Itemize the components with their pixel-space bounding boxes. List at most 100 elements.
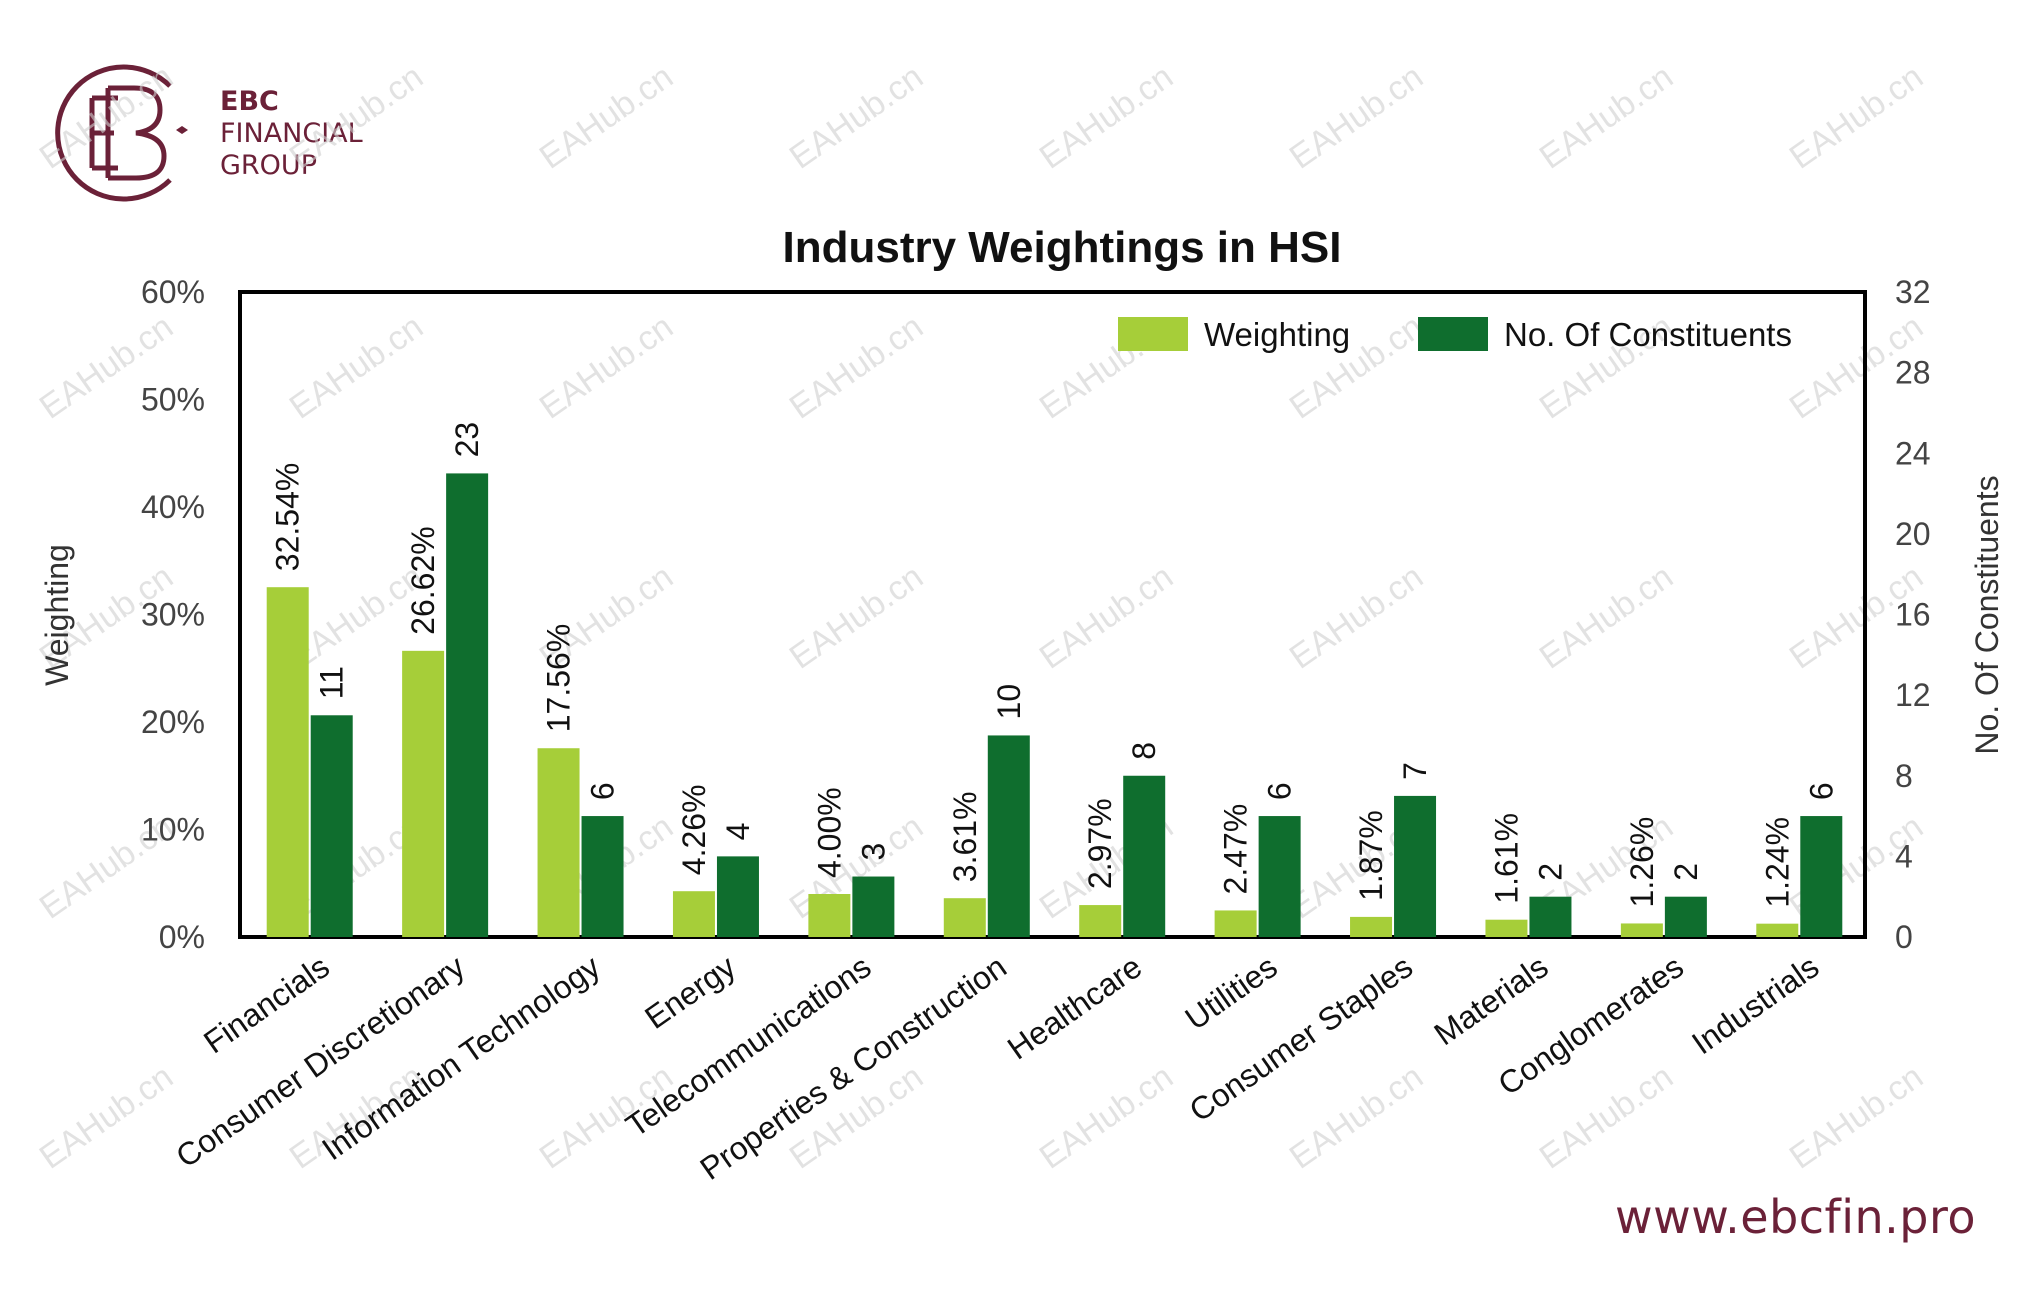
- watermark: EAHub.cn: [1283, 58, 1430, 177]
- ebc-logo: EBC FINANCIAL GROUP: [52, 58, 392, 208]
- watermark: EAHub.cn: [533, 308, 680, 427]
- watermark: EAHub.cn: [1033, 1058, 1180, 1177]
- brand-line3: GROUP: [220, 150, 317, 181]
- bar-weighting: [1620, 923, 1663, 937]
- y2-tick-label: 4: [1895, 838, 1913, 874]
- bar-constituents: [581, 816, 624, 937]
- data-label-weighting: 2.47%: [1218, 804, 1254, 895]
- y-tick-label: 20%: [141, 704, 205, 740]
- watermark: EAHub.cn: [283, 58, 430, 177]
- data-label-weighting: 17.56%: [541, 624, 577, 733]
- data-label-constituents: 10: [991, 684, 1027, 720]
- y2-tick-label: 0: [1895, 919, 1913, 955]
- data-label-constituents: 6: [1803, 782, 1839, 800]
- bar-constituents: [1664, 896, 1707, 937]
- data-label-constituents: 3: [855, 843, 891, 861]
- watermark: EAHub.cn: [783, 558, 930, 677]
- bar-constituents: [1394, 795, 1437, 937]
- data-label-constituents: 7: [1397, 762, 1433, 780]
- brand-line1: EBC: [220, 86, 279, 117]
- bar-constituents: [310, 715, 353, 937]
- right-axis-ticks: 0 4 8 12 16 20 24 28 32: [1895, 274, 1931, 955]
- watermark: EAHub.cn: [33, 1058, 180, 1177]
- y2-tick-label: 8: [1895, 758, 1913, 794]
- watermark: EAHub.cn: [1283, 1058, 1430, 1177]
- category-label: Healthcare: [1001, 948, 1148, 1066]
- y-tick-label: 0%: [159, 919, 205, 955]
- category-label: Energy: [638, 948, 742, 1036]
- data-label-weighting: 4.00%: [811, 787, 847, 878]
- y-tick-label: 60%: [141, 274, 205, 310]
- y2-tick-label: 24: [1895, 435, 1931, 471]
- legend-swatch-weighting: [1118, 317, 1188, 351]
- bar-weighting: [537, 748, 580, 937]
- bar-weighting: [808, 894, 851, 937]
- legend-label-constituents: No. Of Constituents: [1504, 316, 1792, 353]
- watermark: EAHub.cn: [783, 58, 930, 177]
- ebc-logo-mark: EBC FINANCIAL GROUP: [55, 64, 363, 202]
- bar-constituents: [1123, 775, 1166, 937]
- watermark: EAHub.cn: [533, 58, 680, 177]
- data-label-constituents: 2: [1668, 863, 1704, 881]
- category-label: Materials: [1427, 948, 1554, 1052]
- legend-label-weighting: Weighting: [1204, 316, 1350, 353]
- data-label-constituents: 11: [314, 666, 350, 699]
- watermark: EAHub.cn: [783, 308, 930, 427]
- data-label-constituents: 8: [1126, 742, 1162, 760]
- bar-constituents: [1258, 816, 1301, 937]
- y2-tick-label: 16: [1895, 597, 1931, 633]
- bar-weighting: [1214, 910, 1257, 937]
- data-label-weighting: 2.97%: [1082, 798, 1118, 889]
- bar-constituents: [1800, 816, 1843, 937]
- watermark: EAHub.cn: [283, 308, 430, 427]
- sparkle-icon: [176, 126, 188, 134]
- bar-weighting: [672, 891, 715, 937]
- data-label-constituents: 2: [1532, 863, 1568, 881]
- data-label-weighting: 26.62%: [405, 526, 441, 635]
- y-tick-label: 10%: [141, 812, 205, 848]
- data-label-constituents: 6: [1262, 782, 1298, 800]
- data-label-weighting: 1.87%: [1353, 810, 1389, 901]
- legend-swatch-constituents: [1418, 317, 1488, 351]
- bar-labels-layer: 32.54% 11 26.62% 23 17.56% 6 4.26% 4 4.00% 3 3.61%…: [270, 422, 1840, 908]
- data-label-constituents: 4: [720, 823, 756, 841]
- bar-weighting: [1350, 916, 1393, 937]
- bar-constituents: [987, 735, 1030, 937]
- y-tick-label: 30%: [141, 597, 205, 633]
- watermark: EAHub.cn: [1033, 58, 1180, 177]
- bar-constituents: [1529, 896, 1572, 937]
- y2-axis-label: No. Of Constituents: [1969, 475, 2005, 754]
- data-label-constituents: 6: [585, 782, 621, 800]
- y-tick-label: 40%: [141, 489, 205, 525]
- watermark: EAHub.cn: [1533, 58, 1680, 177]
- bar-weighting: [1485, 919, 1528, 937]
- watermark: EAHub.cn: [1783, 1058, 1930, 1177]
- data-label-weighting: 4.26%: [676, 784, 712, 875]
- category-label: Utilities: [1179, 948, 1284, 1037]
- bar-weighting: [943, 898, 986, 937]
- watermark: EAHub.cn: [1783, 58, 1930, 177]
- watermark: EAHub.cn: [1533, 1058, 1680, 1177]
- watermark: EAHub.cn: [33, 58, 180, 177]
- bars-layer: [266, 473, 1843, 937]
- plot-frame: [238, 290, 1867, 939]
- data-label-weighting: 32.54%: [270, 463, 306, 572]
- bar-weighting: [402, 650, 445, 937]
- data-label-constituents: 23: [449, 422, 485, 458]
- y2-tick-label: 12: [1895, 677, 1931, 713]
- watermark: EAHub.cn: [1283, 558, 1430, 677]
- bar-weighting: [266, 587, 309, 937]
- data-label-weighting: 1.26%: [1624, 817, 1660, 908]
- bar-weighting: [1079, 905, 1122, 937]
- brand-line2: FINANCIAL: [220, 118, 363, 149]
- data-label-weighting: 1.61%: [1488, 813, 1524, 904]
- watermark: EAHub.cn: [1033, 558, 1180, 677]
- data-label-weighting: 3.61%: [947, 791, 983, 882]
- y2-tick-label: 20: [1895, 516, 1931, 552]
- left-axis-ticks: 0% 10% 20% 30% 40% 50% 60%: [141, 274, 205, 955]
- legend: Weighting No. Of Constituents: [1118, 316, 1792, 353]
- data-label-weighting: 1.24%: [1759, 817, 1795, 908]
- y2-tick-label: 28: [1895, 355, 1931, 391]
- y-tick-label: 50%: [141, 382, 205, 418]
